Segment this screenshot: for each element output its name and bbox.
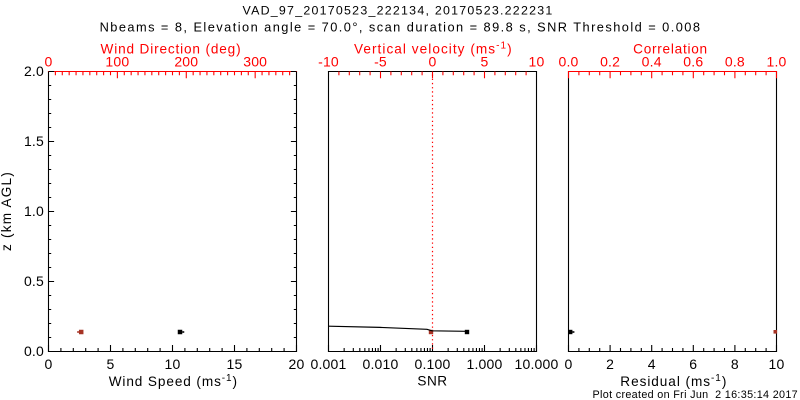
svg-text:10.000: 10.000 [514,356,558,372]
svg-text:-10: -10 [318,53,339,69]
svg-text:0.6: 0.6 [683,53,703,69]
svg-text:Wind Speed (ms-1): Wind Speed (ms-1) [109,373,238,389]
svg-text:1.0: 1.0 [24,203,44,219]
svg-text:z (km AGL): z (km AGL) [0,171,14,251]
svg-text:5: 5 [107,356,115,372]
svg-text:2: 2 [606,356,614,372]
svg-text:Vertical velocity (ms-1): Vertical velocity (ms-1) [354,40,513,56]
svg-text:1.5: 1.5 [24,133,44,149]
svg-text:10: 10 [529,53,545,69]
svg-text:0.8: 0.8 [725,53,745,69]
svg-text:Plot created on Fri Jun 2 16:: Plot created on Fri Jun 2 16:35:14 2017 [593,389,798,400]
svg-text:0.4: 0.4 [642,53,662,69]
svg-text:0.001: 0.001 [310,356,346,372]
svg-text:SNR: SNR [417,374,447,389]
svg-text:0.0: 0.0 [558,53,578,69]
svg-text:0: 0 [429,53,437,69]
svg-text:Correlation: Correlation [633,41,708,56]
svg-text:0: 0 [45,53,53,69]
svg-text:6: 6 [689,356,697,372]
svg-text:2.0: 2.0 [24,63,44,79]
svg-text:1.0: 1.0 [766,53,786,69]
svg-text:0.0: 0.0 [24,343,44,359]
svg-text:VAD_97_20170523_222134, 201705: VAD_97_20170523_222134, 20170523.222231 [242,4,553,18]
svg-text:15: 15 [227,356,243,372]
svg-text:0.2: 0.2 [600,53,620,69]
svg-text:5: 5 [481,53,489,69]
svg-text:4: 4 [648,356,656,372]
svg-text:0: 0 [565,356,573,372]
svg-text:Nbeams = 8, Elevation angle =: Nbeams = 8, Elevation angle = 70.0°, sca… [100,19,702,34]
svg-text:100: 100 [105,53,129,69]
svg-text:Residual (ms-1): Residual (ms-1) [620,373,727,389]
svg-text:200: 200 [174,53,198,69]
svg-text:-5: -5 [374,53,387,69]
svg-text:10: 10 [165,356,181,372]
svg-text:10: 10 [769,356,785,372]
svg-text:8: 8 [731,356,739,372]
svg-text:Wind Direction (deg): Wind Direction (deg) [101,41,242,56]
svg-text:1.000: 1.000 [466,356,502,372]
svg-text:0.100: 0.100 [414,356,450,372]
svg-text:0.010: 0.010 [362,356,398,372]
svg-text:300: 300 [243,53,267,69]
svg-text:20: 20 [289,356,305,372]
svg-text:0: 0 [45,356,53,372]
svg-text:0.5: 0.5 [24,273,44,289]
